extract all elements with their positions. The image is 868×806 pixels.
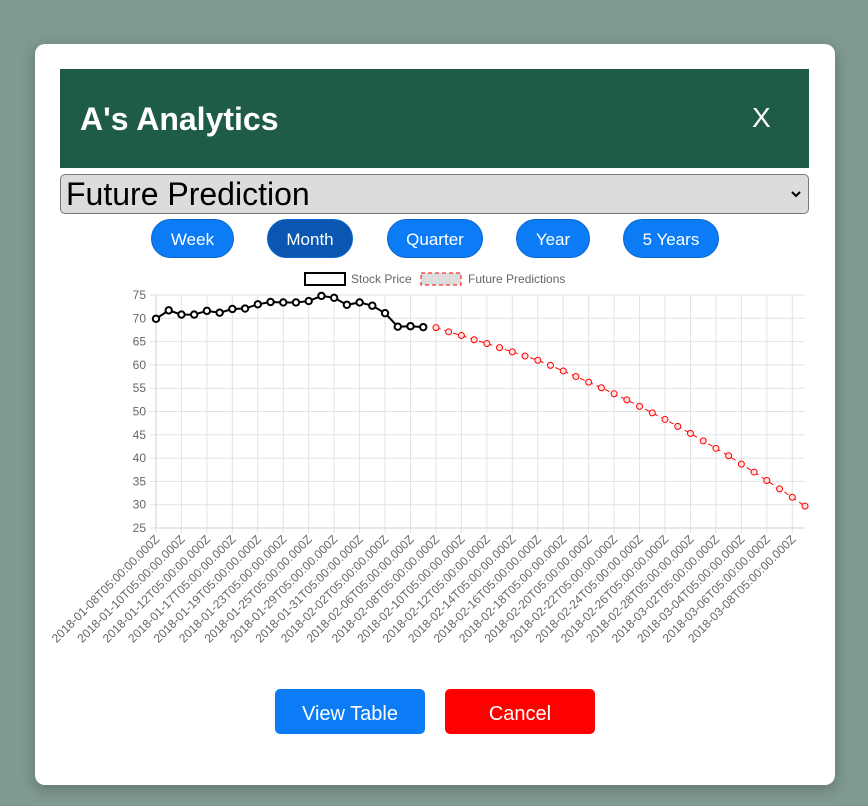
future-prediction-point (712, 444, 720, 452)
future-prediction-point (546, 361, 554, 369)
future-prediction-point (737, 460, 745, 468)
legend-prediction-swatch (420, 272, 462, 286)
stock-price-point (202, 306, 212, 316)
future-prediction-point (534, 356, 542, 364)
future-prediction-point (432, 324, 440, 332)
stock-price-point (253, 300, 263, 309)
future-prediction-line (435, 327, 806, 507)
stock-price-point (240, 304, 250, 313)
stock-price-point (317, 291, 326, 301)
modal-title: A's Analytics (80, 101, 279, 137)
future-prediction-point (521, 352, 529, 360)
view-select[interactable]: Future Prediction (60, 174, 809, 214)
future-prediction-point (572, 373, 580, 381)
future-prediction-point (623, 396, 631, 404)
stock-price-point (164, 306, 173, 315)
future-prediction-point (483, 339, 491, 347)
period-year-button[interactable]: Year (516, 219, 590, 258)
y-tick-label: 70 (133, 311, 147, 325)
future-prediction-point (636, 402, 644, 410)
future-prediction-point (610, 390, 618, 398)
y-tick-label: 50 (133, 405, 147, 419)
future-prediction-point (750, 468, 758, 476)
legend-prediction-label: Future Predictions (468, 272, 565, 286)
future-prediction-point (661, 415, 669, 423)
y-tick-label: 65 (133, 335, 147, 349)
stock-price-point (355, 298, 364, 307)
stock-price-point (291, 298, 301, 307)
stock-price-point (380, 308, 390, 318)
analytics-modal: A's Analytics X Future Prediction Week M… (35, 44, 835, 785)
close-icon[interactable]: X (752, 102, 771, 133)
stock-price-point (189, 310, 199, 319)
chevron-down-icon (791, 191, 801, 198)
y-tick-label: 25 (133, 521, 147, 535)
stock-price-point (368, 301, 377, 310)
future-prediction-point (559, 367, 567, 375)
future-prediction-point (470, 336, 478, 344)
stock-price-point (393, 322, 402, 331)
stock-price-point (342, 300, 352, 309)
future-prediction-point (686, 429, 694, 437)
future-prediction-point (674, 422, 682, 430)
future-prediction-point (699, 437, 707, 445)
stock-price-point (406, 322, 415, 331)
future-prediction-point (801, 502, 809, 510)
stock-price-point (228, 304, 237, 314)
future-prediction-point (776, 485, 784, 493)
y-tick-label: 40 (133, 451, 147, 465)
legend-stock-swatch (304, 272, 346, 286)
future-prediction-point (508, 348, 516, 356)
future-prediction-point (457, 332, 465, 340)
cancel-button[interactable]: Cancel (445, 689, 595, 734)
y-tick-label: 55 (133, 381, 147, 395)
stock-price-point (329, 293, 339, 302)
modal-header: A's Analytics X (60, 69, 809, 168)
future-prediction-point (788, 493, 796, 501)
period-5years-button[interactable]: 5 Years (623, 219, 719, 258)
stock-price-point (151, 314, 161, 323)
future-prediction-point (445, 328, 453, 336)
stock-price-point (215, 308, 224, 317)
y-tick-label: 60 (133, 358, 147, 372)
stock-price-point (279, 298, 288, 307)
legend-stock-label: Stock Price (351, 272, 412, 286)
future-prediction-point (763, 476, 771, 484)
y-tick-label: 45 (133, 428, 147, 442)
view-table-button[interactable]: View Table (275, 689, 425, 734)
stock-chart: 75706560555045403530252018-01-08T05:00:0… (49, 272, 809, 645)
future-prediction-point (585, 378, 593, 386)
future-prediction-point (496, 344, 504, 352)
y-tick-label: 35 (133, 474, 147, 488)
period-quarter-button[interactable]: Quarter (387, 219, 483, 258)
period-month-button[interactable]: Month (267, 219, 353, 258)
stock-price-point (304, 296, 313, 306)
stock-price-point (266, 297, 275, 307)
future-prediction-point (648, 409, 656, 417)
stock-price-point (419, 322, 428, 332)
stock-price-line (155, 294, 424, 329)
stock-price-point (177, 310, 186, 319)
view-select-value: Future Prediction (66, 176, 310, 212)
future-prediction-point (725, 452, 733, 460)
period-week-button[interactable]: Week (151, 219, 234, 258)
future-prediction-point (597, 384, 605, 392)
y-tick-label: 30 (133, 498, 147, 512)
y-tick-label: 75 (133, 288, 147, 302)
